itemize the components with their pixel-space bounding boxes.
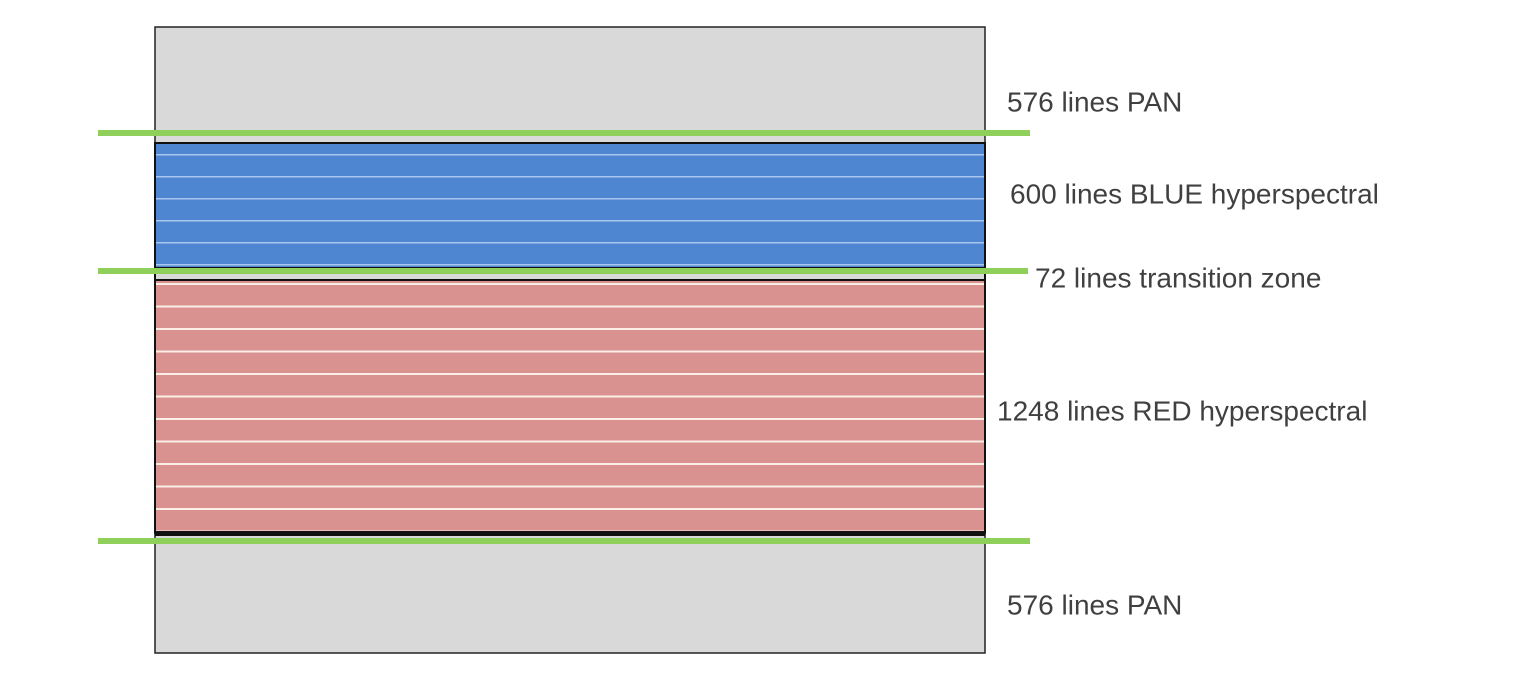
zone-label: 1248 lines RED hyperspectral [997,395,1367,426]
red-zone [154,279,986,534]
zone-label: 576 lines PAN [1007,86,1182,117]
zone-label: 600 lines BLUE hyperspectral [1010,178,1379,209]
zone-label: 72 lines transition zone [1035,262,1321,293]
zone-border [155,531,985,536]
blue-zone [154,142,986,269]
zone-label: 576 lines PAN [1007,589,1182,620]
